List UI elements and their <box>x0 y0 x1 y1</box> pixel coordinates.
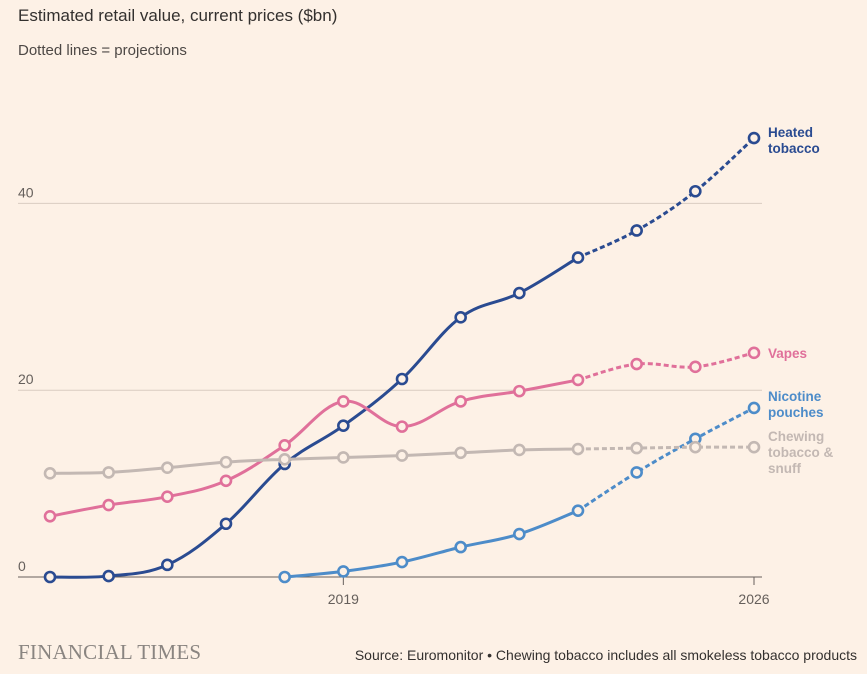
point-vapes-2014 <box>43 509 57 523</box>
point-vapes-2022 <box>513 384 526 398</box>
point-chewing-tobacco-snuff-2019 <box>337 451 350 464</box>
series-projection-vapes <box>577 351 755 382</box>
series-markers <box>43 131 761 584</box>
series-label-line: Heated <box>768 125 813 140</box>
series-label-vapes: Vapes <box>768 346 807 361</box>
point-vapes-2018 <box>278 439 291 452</box>
series-line-nicotine-pouches <box>283 509 580 579</box>
point-heated-tobacco-2021 <box>454 311 467 324</box>
series-line-vapes <box>48 378 580 518</box>
point-chewing-tobacco-snuff-2025 <box>689 440 702 454</box>
series-label-line: Vapes <box>768 346 807 361</box>
point-nicotine-pouches-2021 <box>454 540 467 554</box>
point-vapes-2015 <box>102 498 115 512</box>
point-chewing-tobacco-snuff-2018 <box>278 453 291 466</box>
point-vapes-2023 <box>571 373 585 387</box>
point-vapes-2019 <box>337 395 350 408</box>
point-chewing-tobacco-snuff-2017 <box>219 455 233 469</box>
series-line-heated-tobacco <box>48 256 580 579</box>
chart-subtitle: Dotted lines = projections <box>18 42 187 59</box>
point-nicotine-pouches-2018 <box>278 570 291 584</box>
series-label-nicotine-pouches: Nicotine pouches <box>768 389 824 420</box>
point-heated-tobacco-2024 <box>630 224 643 237</box>
point-chewing-tobacco-snuff-2024 <box>630 441 643 455</box>
point-nicotine-pouches-2022 <box>513 527 526 541</box>
y-tick-label-40: 40 <box>18 184 34 200</box>
series-label-line: tobacco & <box>768 445 834 460</box>
point-heated-tobacco-2026 <box>747 131 761 145</box>
y-tick-label-20: 20 <box>18 371 34 387</box>
series-line-chewing-tobacco-snuff <box>48 447 580 475</box>
point-vapes-2017 <box>219 474 233 488</box>
gridlines <box>18 202 762 391</box>
point-nicotine-pouches-2026 <box>747 401 761 415</box>
series-label-line: snuff <box>768 461 801 476</box>
series-projection-chewing-tobacco-snuff <box>577 445 755 451</box>
series-projection-nicotine-pouches <box>577 406 755 512</box>
point-chewing-tobacco-snuff-2016 <box>161 461 174 475</box>
chart-title: Estimated retail value, current prices (… <box>18 6 338 25</box>
point-nicotine-pouches-2024 <box>630 466 643 479</box>
series-lines <box>48 136 756 579</box>
point-vapes-2016 <box>161 490 174 503</box>
point-heated-tobacco-2016 <box>161 558 174 572</box>
point-chewing-tobacco-snuff-2021 <box>454 446 467 460</box>
point-heated-tobacco-2023 <box>571 251 585 264</box>
ft-logo: FINANCIAL TIMES <box>18 640 202 664</box>
x-tick-label-2026: 2026 <box>738 591 769 607</box>
point-heated-tobacco-2014 <box>43 570 57 584</box>
point-vapes-2026 <box>747 346 761 360</box>
point-nicotine-pouches-2023 <box>571 504 585 517</box>
series-label-line: Nicotine <box>768 389 822 404</box>
x-tick-label-2019: 2019 <box>328 591 359 607</box>
point-nicotine-pouches-2020 <box>395 555 409 569</box>
y-tick-label-0: 0 <box>18 558 26 574</box>
point-nicotine-pouches-2019 <box>337 565 350 578</box>
series-labels: Heated tobacco Vapes Nicotine pouches Chewing… <box>768 125 834 476</box>
source-note: Source: Euromonitor • Chewing tobacco in… <box>354 647 857 663</box>
point-chewing-tobacco-snuff-2014 <box>43 467 57 480</box>
series-label-line: Chewing <box>768 429 824 444</box>
series-projection-heated-tobacco <box>577 136 756 259</box>
point-chewing-tobacco-snuff-2023 <box>571 442 585 456</box>
point-chewing-tobacco-snuff-2022 <box>513 443 526 457</box>
point-heated-tobacco-2019 <box>337 419 350 432</box>
point-vapes-2020 <box>395 420 409 433</box>
point-heated-tobacco-2022 <box>513 286 526 300</box>
series-label-heated-tobacco: Heated tobacco <box>768 125 820 156</box>
point-vapes-2025 <box>689 360 702 374</box>
point-heated-tobacco-2025 <box>689 184 702 198</box>
series-label-line: pouches <box>768 405 824 420</box>
series-label-line: tobacco <box>768 141 820 156</box>
axes: 0 20 40 2019 2026 <box>18 184 770 607</box>
point-heated-tobacco-2020 <box>395 372 409 386</box>
point-heated-tobacco-2015 <box>102 569 115 583</box>
series-label-chewing-tobacco-snuff: Chewing tobacco & snuff <box>768 429 834 476</box>
point-vapes-2024 <box>630 357 643 371</box>
point-vapes-2021 <box>454 395 467 408</box>
point-chewing-tobacco-snuff-2020 <box>395 449 409 462</box>
point-chewing-tobacco-snuff-2015 <box>102 466 115 479</box>
point-chewing-tobacco-snuff-2026 <box>747 440 761 454</box>
point-heated-tobacco-2017 <box>219 517 233 531</box>
